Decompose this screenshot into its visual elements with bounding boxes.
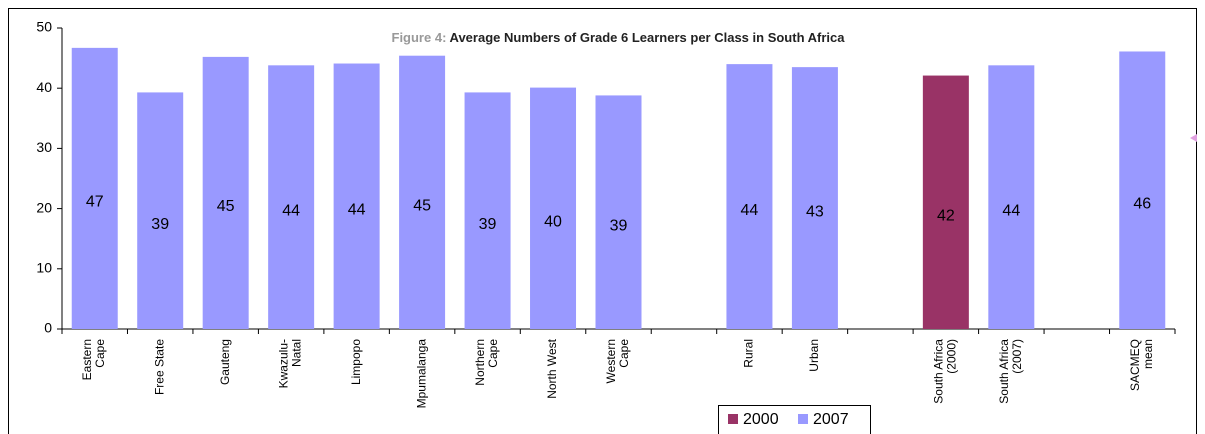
value-label: 46 xyxy=(1133,195,1151,212)
chart-title-group: Figure 4: Average Numbers of Grade 6 Lea… xyxy=(392,30,846,45)
bar xyxy=(333,63,380,329)
legend: 2000 2007 xyxy=(718,405,871,434)
bar xyxy=(137,92,184,329)
bar xyxy=(595,95,642,329)
x-tick-label: EasternCape xyxy=(80,339,107,381)
bar xyxy=(202,56,249,330)
bar xyxy=(1119,51,1166,330)
y-tick-label: 0 xyxy=(44,320,52,336)
bar xyxy=(726,64,773,330)
x-tick-label: Urban xyxy=(807,339,821,372)
x-tick-label: Kwazulu-Natal xyxy=(277,339,304,388)
value-label: 44 xyxy=(282,202,300,219)
bar xyxy=(530,87,577,330)
value-label: 39 xyxy=(151,216,169,233)
x-tick-label: North West xyxy=(545,338,559,398)
value-label: 44 xyxy=(1002,202,1020,219)
x-tick-label: South Africa(2000) xyxy=(932,339,959,404)
bar xyxy=(268,65,315,329)
value-label: 44 xyxy=(741,202,759,219)
bar xyxy=(71,47,118,330)
bar xyxy=(464,92,511,329)
value-label: 42 xyxy=(937,207,955,224)
x-tick-label: Gauteng xyxy=(218,339,232,385)
edge-marker xyxy=(1190,134,1197,142)
y-tick-label: 10 xyxy=(36,260,52,276)
bar xyxy=(399,55,446,329)
chart-frame xyxy=(8,8,1197,434)
bar xyxy=(922,75,969,329)
x-tick-label: Mpumalanga xyxy=(414,339,428,409)
legend-label: 2007 xyxy=(813,411,849,428)
value-label: 47 xyxy=(86,194,104,211)
legend-box xyxy=(718,405,871,434)
bar xyxy=(791,67,838,329)
x-tick-label: SACMEQmean xyxy=(1128,339,1155,391)
chart-title: Average Numbers of Grade 6 Learners per … xyxy=(450,30,846,45)
y-tick-label: 20 xyxy=(36,199,52,215)
figure-label: Figure 4: xyxy=(392,30,447,45)
value-label: 45 xyxy=(413,198,431,215)
x-tick-label: NorthernCape xyxy=(473,339,500,386)
x-tick-label: WesternCape xyxy=(604,339,631,384)
value-label: 44 xyxy=(348,201,366,218)
y-tick-label: 50 xyxy=(36,19,52,35)
x-tick-label: Limpopo xyxy=(349,339,363,385)
y-tick-label: 40 xyxy=(36,79,52,95)
bar xyxy=(988,65,1035,329)
value-label: 43 xyxy=(806,203,824,220)
legend-swatch xyxy=(798,414,808,424)
legend-swatch xyxy=(728,414,738,424)
x-tick-label: Free State xyxy=(152,339,166,395)
y-tick-label: 30 xyxy=(36,139,52,155)
value-label: 39 xyxy=(610,217,628,234)
x-tick-label: South Africa(2007) xyxy=(997,339,1024,404)
x-tick-label: Rural xyxy=(742,339,756,368)
legend-label: 2000 xyxy=(743,411,779,428)
value-label: 45 xyxy=(217,198,235,215)
value-label: 40 xyxy=(544,214,562,231)
value-label: 39 xyxy=(479,216,497,233)
